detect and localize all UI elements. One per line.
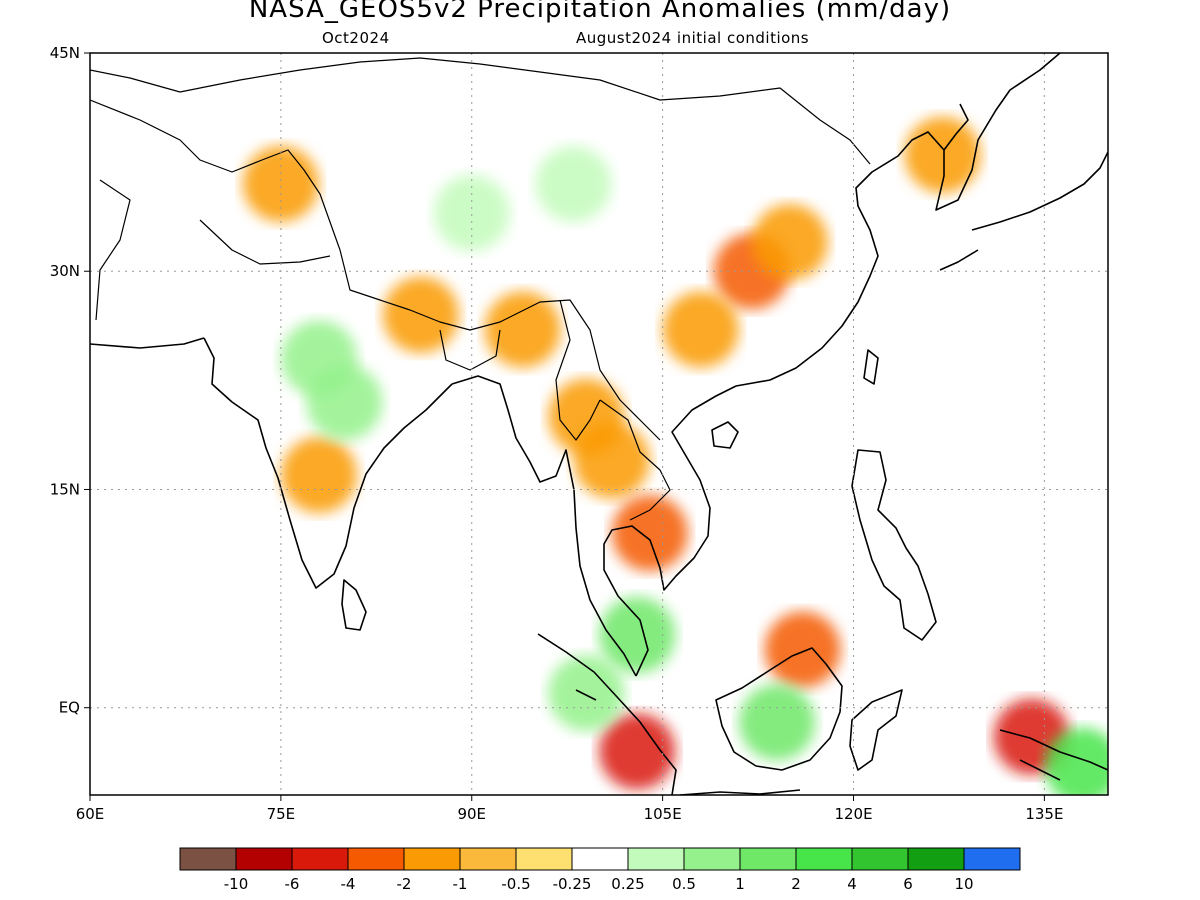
forecast-month: Oct2024 xyxy=(322,29,390,47)
anomaly-region-1 xyxy=(484,291,561,368)
anomaly-region-9 xyxy=(599,713,676,790)
colorbar-swatch xyxy=(795,847,853,871)
lat-tick-label: 45N xyxy=(50,44,80,62)
colorbar-label: 4 xyxy=(847,875,857,893)
colorbar-swatch xyxy=(571,847,629,871)
japan xyxy=(971,151,1108,231)
anomaly-region-18 xyxy=(739,684,816,761)
anomaly-region-21 xyxy=(1044,727,1108,795)
lon-tick-label: 75E xyxy=(267,805,296,823)
taiwan xyxy=(863,349,879,385)
colorbar-swatch xyxy=(851,847,909,871)
colorbar-swatch xyxy=(459,847,517,871)
lon-tick-label: 135E xyxy=(1025,805,1063,823)
sri-lanka-coastline xyxy=(341,579,367,631)
colorbar-label: 10 xyxy=(954,875,973,893)
colorbar-swatch xyxy=(291,847,349,871)
chart-title: NASA_GEOS5v2 Precipitation Anomalies (mm… xyxy=(248,0,952,24)
colorbar-label: -1 xyxy=(453,875,468,893)
colorbar-swatch xyxy=(683,847,741,871)
myanmar-coastline xyxy=(451,375,637,677)
colorbar-label: 2 xyxy=(791,875,801,893)
korea xyxy=(943,103,969,151)
colorbar-swatch xyxy=(515,847,573,871)
anomaly-region-3 xyxy=(573,422,650,499)
anomaly-region-15 xyxy=(433,175,510,252)
colorbar-label: -2 xyxy=(397,875,412,893)
lon-tick-label: 90E xyxy=(457,805,486,823)
colorbar-swatch xyxy=(347,847,405,871)
anomaly-region-11 xyxy=(904,116,981,193)
colorbar-swatch xyxy=(403,847,461,871)
colorbar-label: 0.25 xyxy=(611,875,644,893)
coastlines xyxy=(90,53,1108,795)
colorbar-swatch xyxy=(627,847,685,871)
colorbar: -10 -6 -4 -2 -1 -0.5 -0.25 0.25 0.5 1 2 4 6 10 xyxy=(179,847,1021,893)
map-frame: 60E 75E 90E 105E 120E 135E 45N 30N 15N EQ xyxy=(50,44,1109,823)
java xyxy=(679,789,801,795)
sulawesi xyxy=(849,689,903,771)
colorbar-swatch xyxy=(739,847,797,871)
gulf-of-thailand xyxy=(603,385,737,677)
colorbar-label: 1 xyxy=(735,875,745,893)
plot-border xyxy=(89,52,1109,796)
colorbar-label: -0.5 xyxy=(501,875,530,893)
china-coastline xyxy=(735,53,1061,387)
anomaly-region-13 xyxy=(242,145,319,222)
colorbar-swatch xyxy=(179,847,237,871)
colorbar-swatch xyxy=(235,847,293,871)
anomaly-region-8 xyxy=(611,495,688,572)
lat-tick-label: EQ xyxy=(59,699,80,717)
colorbar-label: -6 xyxy=(285,875,300,893)
colorbar-swatch xyxy=(907,847,965,871)
philippines xyxy=(851,449,937,641)
lat-tick-label: 15N xyxy=(50,480,80,498)
anomaly-region-14 xyxy=(535,145,612,222)
anomaly-region-5 xyxy=(662,291,739,368)
hainan xyxy=(711,421,739,449)
borneo xyxy=(715,647,843,771)
colorbar-label: -4 xyxy=(341,875,356,893)
india-coastline xyxy=(203,337,453,589)
new-guinea xyxy=(999,729,1108,771)
anomaly-region-6 xyxy=(751,204,828,281)
initial-conditions: August2024 initial conditions xyxy=(576,29,810,47)
lon-tick-label: 105E xyxy=(644,805,682,823)
anomaly-region-17 xyxy=(306,364,383,441)
colorbar-swatch xyxy=(963,847,1021,871)
anomaly-region-19 xyxy=(599,596,676,673)
colorbar-label: 6 xyxy=(903,875,913,893)
anomaly-region-7 xyxy=(281,436,358,513)
colorbar-label: -0.25 xyxy=(553,875,592,893)
anomaly-region-20 xyxy=(548,655,625,732)
colorbar-label: -10 xyxy=(224,875,249,893)
colorbar-label: 0.5 xyxy=(672,875,696,893)
sumatra xyxy=(537,633,677,795)
arabian-coast xyxy=(90,337,205,349)
anomaly-field xyxy=(242,116,1108,795)
lat-tick-label: 30N xyxy=(50,262,80,280)
lon-tick-label: 120E xyxy=(834,805,872,823)
anomaly-region-10 xyxy=(764,611,841,688)
lon-tick-label: 60E xyxy=(76,805,105,823)
